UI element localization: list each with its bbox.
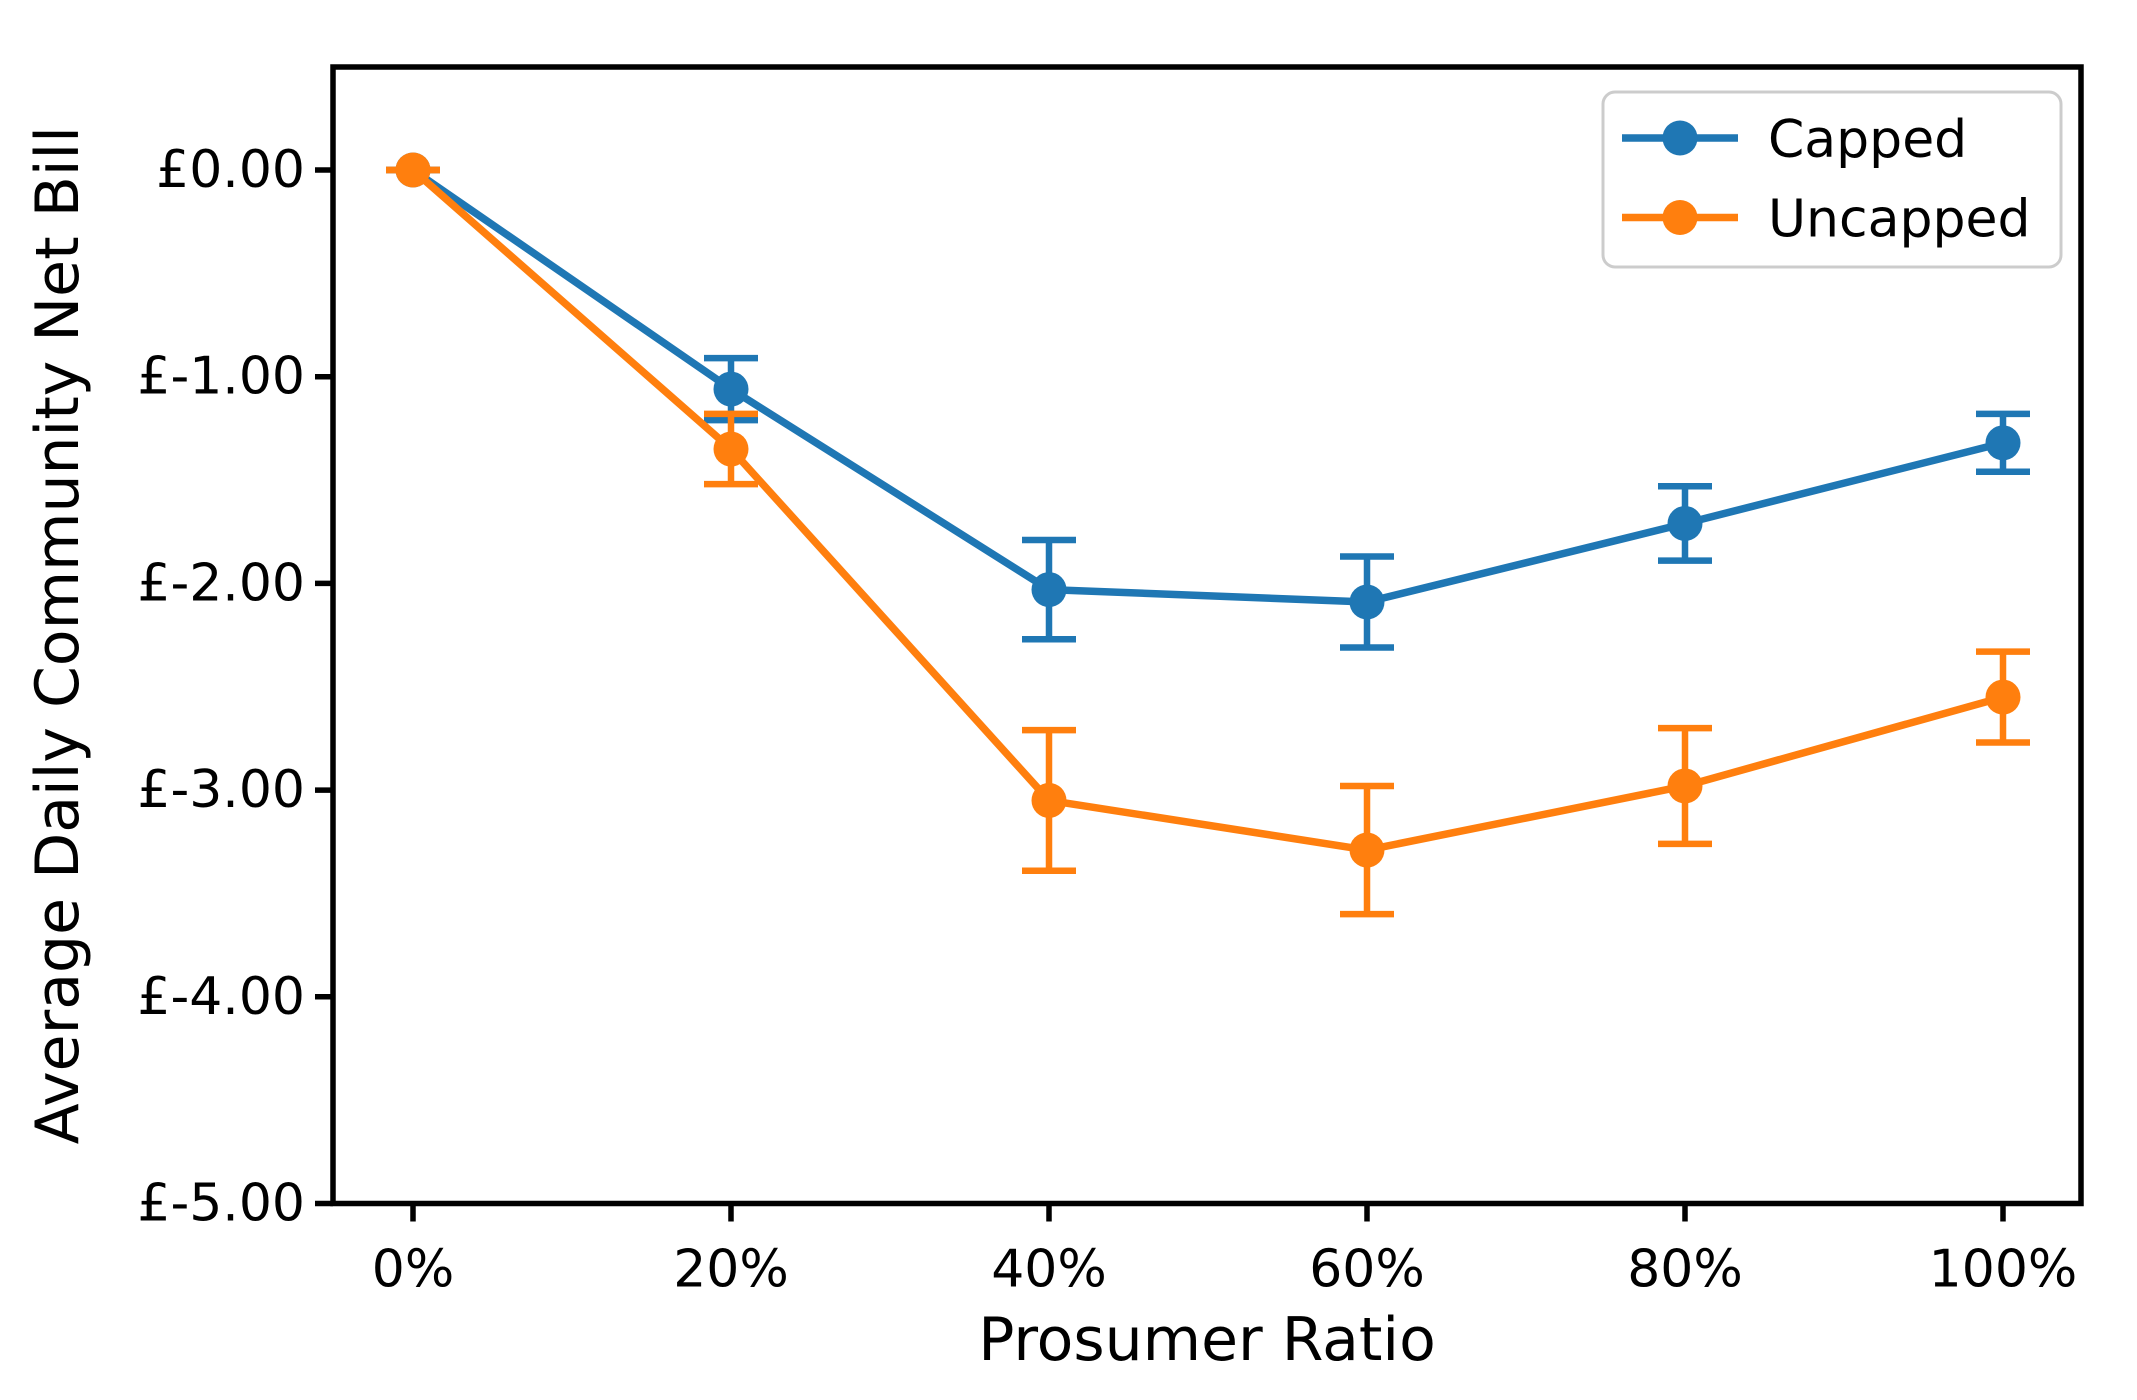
legend-entry-label: Uncapped xyxy=(1768,190,2031,250)
x-tick-label: 100% xyxy=(1929,1240,2078,1300)
uncapped-marker xyxy=(1985,679,2021,715)
capped-marker xyxy=(713,371,749,407)
uncapped-marker xyxy=(1349,832,1385,868)
plot-border xyxy=(330,64,2084,1207)
y-axis: £0.00 £-1.00 £-2.00 £-3.00 £-4.00 £-5.00 xyxy=(137,140,333,1234)
uncapped-marker xyxy=(1031,782,1067,818)
series-capped xyxy=(386,152,2030,651)
x-axis-label: Prosumer Ratio xyxy=(978,1305,1436,1375)
capped-line xyxy=(410,166,2004,606)
y-axis-label: Average Daily Community Net Bill xyxy=(23,126,93,1144)
capped-marker xyxy=(1349,584,1385,620)
capped-errorbars xyxy=(386,166,2030,651)
y-tick-label: £0.00 xyxy=(156,140,305,200)
legend: Capped Uncapped xyxy=(1601,90,2063,269)
series-uncapped xyxy=(386,152,2030,918)
y-tick-label: £-5.00 xyxy=(137,1174,305,1234)
y-tick-label: £-1.00 xyxy=(137,347,305,407)
legend-sample-marker xyxy=(1662,120,1698,156)
x-tick-label: 0% xyxy=(372,1240,455,1300)
legend-entry-label: Capped xyxy=(1768,110,1967,170)
x-tick-label: 80% xyxy=(1627,1240,1743,1300)
y-tick-label: £-2.00 xyxy=(137,553,305,613)
capped-marker xyxy=(1985,425,2021,461)
uncapped-marker xyxy=(1667,768,1703,804)
x-tick-label: 20% xyxy=(673,1240,789,1300)
y-tick-label: £-3.00 xyxy=(137,760,305,820)
y-tick-label: £-4.00 xyxy=(137,967,305,1027)
uncapped-marker xyxy=(395,152,431,188)
x-tick-label: 40% xyxy=(991,1240,1107,1300)
capped-marker xyxy=(1667,505,1703,541)
uncapped-marker xyxy=(713,431,749,467)
capped-marker xyxy=(1031,572,1067,608)
uncapped-line xyxy=(410,167,2005,854)
x-tick-label: 60% xyxy=(1309,1240,1425,1300)
x-axis: 0% 20% 40% 60% 80% 100% xyxy=(372,1203,2078,1300)
legend-sample-marker xyxy=(1662,200,1698,235)
